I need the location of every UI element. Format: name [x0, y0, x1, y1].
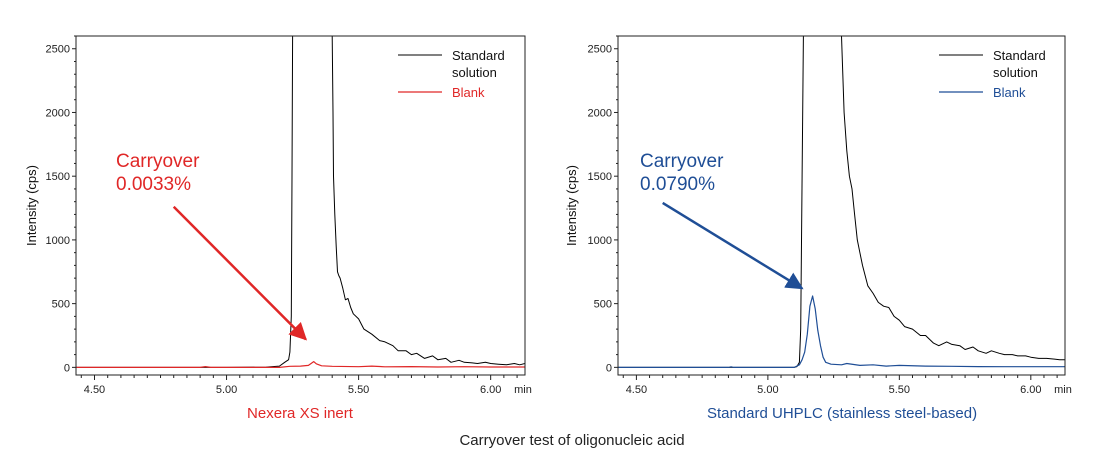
x-tick-label: 4.50 [84, 384, 105, 396]
legend-label-standard: Standard solution [452, 48, 505, 80]
x-tick-label: 5.00 [216, 384, 237, 396]
y-tick-label: 2000 [588, 107, 612, 119]
x-tick-label: 5.50 [348, 384, 369, 396]
y-tick-label: 1500 [588, 171, 612, 183]
y-tick-label: 500 [52, 299, 70, 311]
y-tick-label: 0 [606, 362, 612, 374]
x-unit-label: min [1054, 384, 1072, 396]
x-tick-label: 6.00 [480, 384, 501, 396]
x-tick-label: 5.50 [889, 384, 910, 396]
y-tick-label: 2500 [46, 44, 70, 56]
series-line-standard-solution [76, 36, 525, 368]
legend-label-blank: Blank [993, 85, 1026, 100]
series-line-blank [76, 361, 525, 368]
panel-subtitle: Nexera XS inert [247, 405, 354, 422]
annotation-text: Carryover 0.0033% [116, 151, 200, 195]
plot-frame [75, 35, 526, 376]
y-axis-title: Intensity (cps) [564, 165, 579, 246]
y-tick-label: 2000 [46, 107, 70, 119]
y-tick-label: 2500 [588, 44, 612, 56]
y-tick-label: 1500 [46, 171, 70, 183]
x-unit-label: min [514, 384, 532, 396]
x-tick-label: 6.00 [1020, 384, 1041, 396]
series-line-standard-solution [618, 36, 1065, 368]
panel-subtitle: Standard UHPLC (stainless steel-based) [707, 405, 977, 422]
chart-panel-1: 0 500 1000 1500 2000 2500 4.50 5.00 5.50 6.00 min I… [24, 35, 532, 422]
annotation-arrow [172, 205, 308, 341]
annotation-text: Carryover 0.0790% [640, 151, 724, 195]
y-axis-title: Intensity (cps) [24, 165, 39, 246]
series-line-blank [618, 295, 1065, 368]
annotation-arrow [662, 201, 804, 290]
y-tick-label: 0 [64, 362, 70, 374]
x-tick-label: 4.50 [626, 384, 647, 396]
plot-frame [617, 35, 1066, 376]
y-tick-label: 1000 [46, 235, 70, 247]
figure-caption: Carryover test of oligonucleic acid [459, 432, 684, 449]
legend-label-blank: Blank [452, 85, 485, 100]
y-tick-label: 1000 [588, 235, 612, 247]
chart-panel-2: 0 500 1000 1500 2000 2500 4.50 5.00 5.50 6.00 min I… [564, 35, 1072, 422]
y-tick-label: 500 [594, 299, 612, 311]
x-tick-label: 5.00 [757, 384, 778, 396]
legend-label-standard: Standard solution [993, 48, 1046, 80]
